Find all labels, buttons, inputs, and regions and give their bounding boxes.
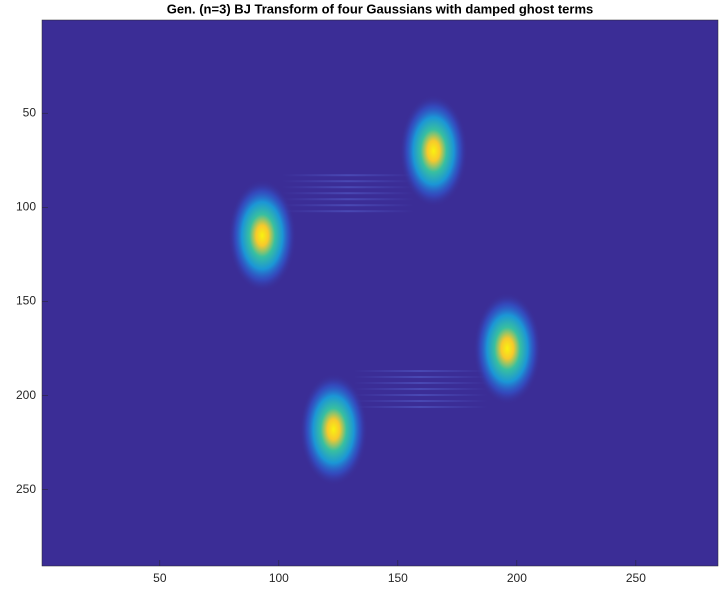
ghost-streak <box>282 198 414 201</box>
ghost-streak <box>353 400 488 403</box>
ghost-streak <box>282 192 414 195</box>
gaussian-peak <box>299 373 368 486</box>
x-tick-label: 100 <box>269 571 289 585</box>
y-tick-label: 200 <box>16 388 36 402</box>
ghost-streak <box>282 204 414 207</box>
ghost-streak <box>282 210 414 213</box>
y-tick-label: 250 <box>16 482 36 496</box>
ghost-streak <box>353 370 488 373</box>
y-tick-label: 50 <box>23 105 37 119</box>
axes-box <box>41 19 719 567</box>
ghost-streak <box>353 388 488 391</box>
x-tick-label: 50 <box>153 571 167 585</box>
gaussian-peak <box>473 292 542 405</box>
x-tick-label: 200 <box>507 571 527 585</box>
ghost-streak <box>282 180 414 183</box>
ghost-streak <box>282 174 414 177</box>
ghost-streak <box>353 382 488 385</box>
y-tick-label: 150 <box>16 294 36 308</box>
x-tick-label: 150 <box>388 571 408 585</box>
gaussian-peak <box>228 179 297 292</box>
y-tick-label: 100 <box>16 200 36 214</box>
gaussian-peak <box>399 94 468 207</box>
ghost-streak <box>353 394 488 397</box>
ghost-streak <box>353 376 488 379</box>
image-background <box>42 20 718 566</box>
x-tick-label: 250 <box>626 571 646 585</box>
chart-title: Gen. (n=3) BJ Transform of four Gaussian… <box>167 1 594 16</box>
ghost-streak <box>353 406 488 409</box>
ghost-streak <box>282 186 414 189</box>
